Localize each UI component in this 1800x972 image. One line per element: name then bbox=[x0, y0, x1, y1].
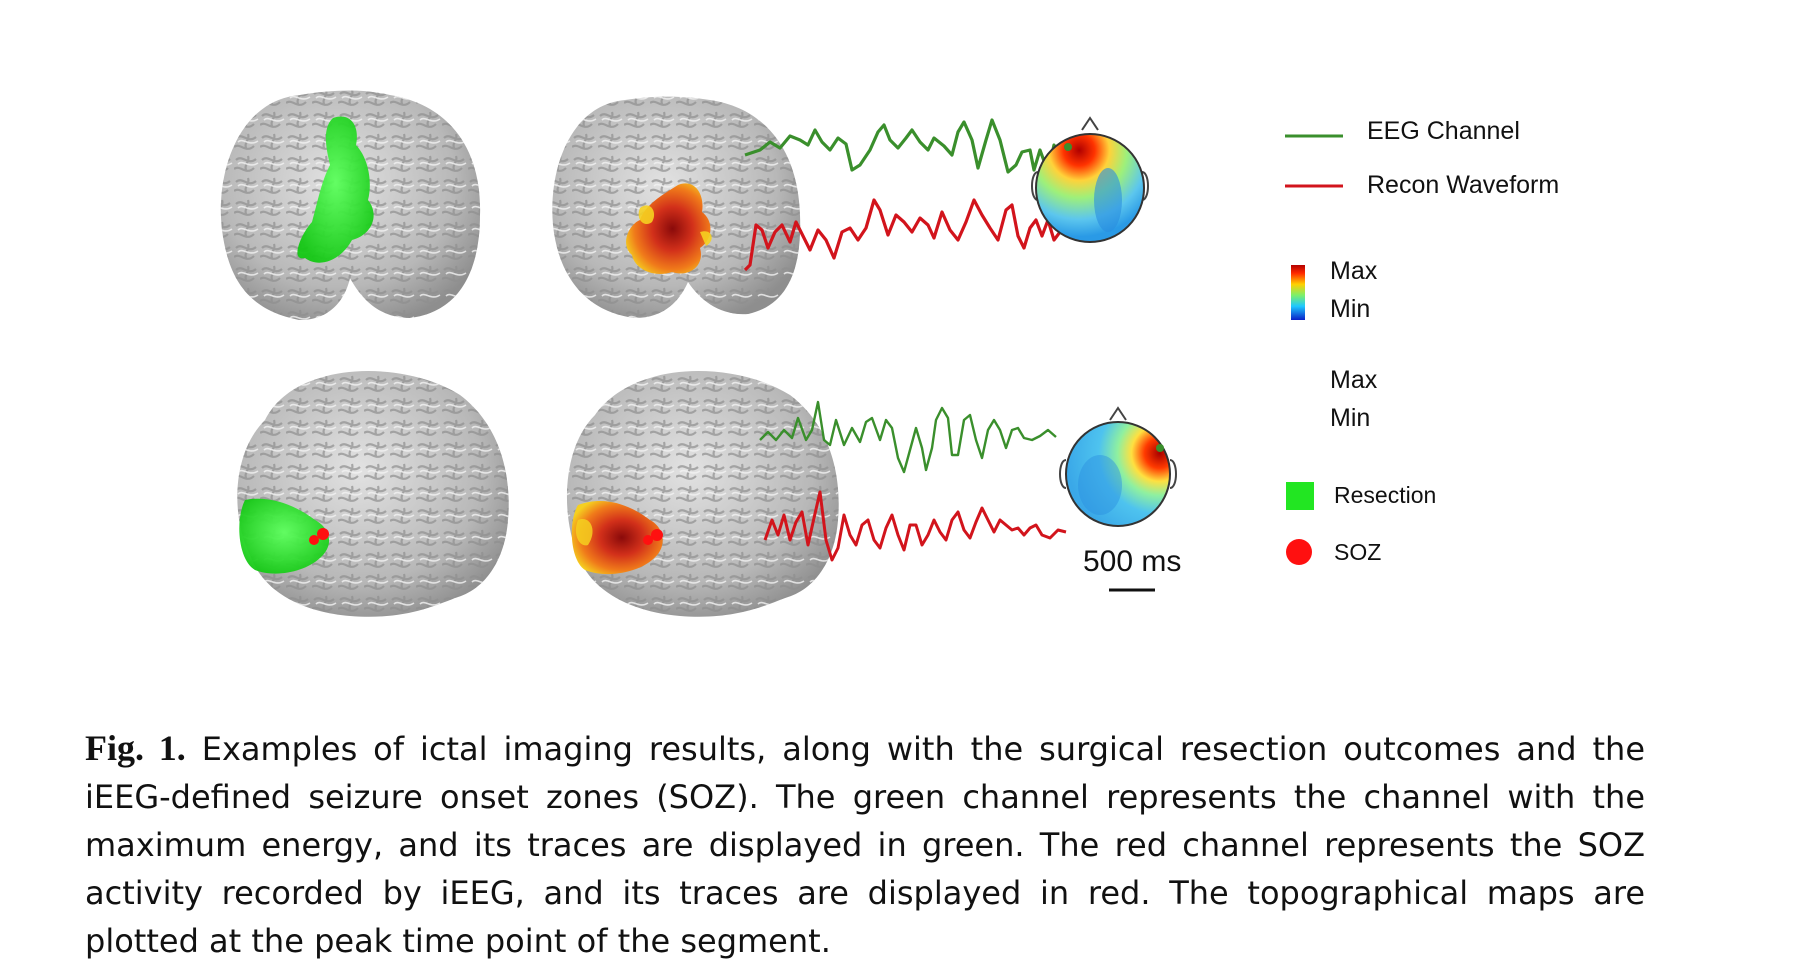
topomap-top bbox=[1031, 116, 1149, 243]
legend-colorbar bbox=[1291, 265, 1305, 320]
colorbar2-max-label: Max bbox=[1330, 366, 1378, 394]
topomap-bottom bbox=[1059, 406, 1177, 527]
scale-bar-label: 500 ms bbox=[1083, 545, 1182, 578]
brain-top-left bbox=[220, 90, 481, 320]
legend-recon-label: Recon Waveform bbox=[1367, 171, 1560, 199]
resection-region-bottom bbox=[239, 498, 330, 574]
legend-soz-label: SOZ bbox=[1334, 539, 1382, 565]
eeg-trace-top bbox=[744, 118, 1062, 174]
legend-soz-marker bbox=[1286, 539, 1312, 565]
source-estimate-bottom bbox=[571, 500, 663, 575]
figure-panel bbox=[220, 90, 1343, 617]
brain-top-middle bbox=[552, 96, 801, 318]
legend-resection-swatch bbox=[1286, 482, 1314, 510]
soz-marker-bottom-middle bbox=[651, 529, 663, 541]
legend-resection-label: Resection bbox=[1334, 482, 1437, 508]
recon-trace-bottom bbox=[763, 490, 1067, 562]
legend-eeg-label: EEG Channel bbox=[1367, 117, 1520, 145]
colorbar-min-label: Min bbox=[1330, 295, 1371, 323]
caption-label: Fig. 1. bbox=[85, 728, 186, 768]
caption-text: Examples of ictal imaging results, along… bbox=[85, 730, 1646, 960]
colorbar2-min-label: Min bbox=[1330, 404, 1371, 432]
soz-marker-bottom-left bbox=[317, 528, 329, 540]
colorbar-max-label: Max bbox=[1330, 257, 1378, 285]
brain-bottom-left bbox=[237, 371, 509, 617]
resection-region-top bbox=[297, 116, 374, 263]
source-estimate-top bbox=[626, 183, 711, 275]
recon-trace-top bbox=[743, 198, 1062, 272]
figure-caption: Fig. 1. Examples of ictal imaging result… bbox=[85, 724, 1645, 965]
eeg-trace-bottom bbox=[759, 400, 1057, 474]
brain-bottom-middle bbox=[566, 371, 839, 617]
